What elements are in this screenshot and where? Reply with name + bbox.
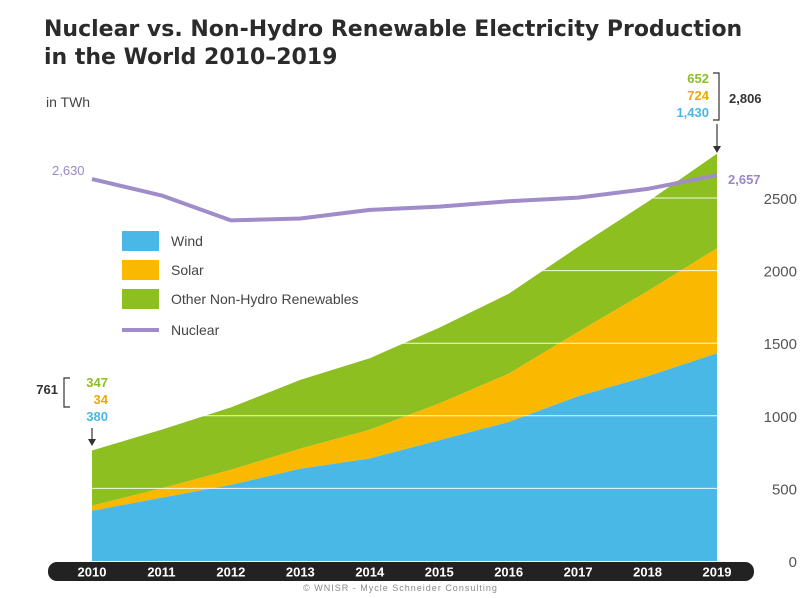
x-tick-label: 2017 [564, 565, 593, 580]
legend-swatch-other [122, 289, 159, 309]
legend-item-nuclear: Nuclear [122, 319, 219, 341]
nuclear-start-label: 2,630 [52, 163, 85, 178]
legend-label-solar: Solar [171, 262, 204, 278]
chart-title: Nuclear vs. Non-Hydro Renewable Electric… [44, 16, 744, 72]
chart-title-line-1: Nuclear vs. Non-Hydro Renewable Electric… [44, 17, 743, 42]
right-other-label: 652 [687, 71, 709, 86]
x-tick-label: 2016 [494, 565, 523, 580]
x-tick-label: 2014 [355, 565, 385, 580]
unit-label: in TWh [46, 94, 91, 110]
legend-swatch-wind [122, 231, 159, 251]
x-tick-label: 2011 [147, 565, 175, 580]
legend-item-other: Other Non-Hydro Renewables [122, 288, 359, 310]
right-solar-label: 724 [687, 88, 709, 103]
left-arrow-head [88, 439, 96, 446]
series-line-nuclear [91, 173, 718, 223]
y-tick-label: 1500 [764, 336, 797, 353]
y-tick-label: 1000 [764, 409, 797, 426]
left-bracket [63, 377, 70, 408]
y-tick-label: 2000 [764, 264, 797, 281]
y-tick-label: 500 [772, 481, 797, 498]
x-tick-label: 2018 [633, 565, 662, 580]
left-total-label: 761 [36, 382, 58, 397]
y-tick-label: 2500 [764, 191, 797, 208]
x-tick-label: 2012 [216, 565, 245, 580]
legend-label-nuclear: Nuclear [171, 322, 220, 338]
area-solar [92, 248, 717, 511]
legend-label-other: Other Non-Hydro Renewables [171, 291, 359, 307]
left-wind-label: 380 [86, 409, 108, 424]
x-tick-label: 2013 [286, 565, 315, 580]
x-tick-label: 2019 [703, 565, 732, 580]
legend-item-solar: Solar [122, 259, 204, 281]
legend-swatch-solar [122, 260, 159, 280]
right-bracket [713, 72, 720, 121]
right-wind-label: 1,430 [676, 105, 709, 120]
area-wind [92, 353, 717, 561]
area-other-renewables [92, 153, 717, 506]
legend-label-wind: Wind [171, 233, 203, 249]
legend-item-wind: Wind [122, 230, 203, 252]
x-tick-label: 2010 [78, 565, 107, 580]
left-other-label: 347 [86, 375, 108, 390]
right-arrow-head [713, 146, 721, 153]
x-axis-bar [48, 562, 754, 581]
credit: © WNISR - Mycle Schneider Consulting [303, 583, 498, 593]
right-total-label: 2,806 [729, 91, 762, 106]
chart-title-line-2: in the World 2010–2019 [44, 45, 338, 70]
y-tick-label: 0 [789, 554, 797, 571]
legend-swatch-nuclear [122, 328, 159, 332]
x-tick-label: 2015 [425, 565, 454, 580]
left-solar-label: 34 [94, 392, 109, 407]
nuclear-end-label: 2,657 [728, 172, 761, 187]
